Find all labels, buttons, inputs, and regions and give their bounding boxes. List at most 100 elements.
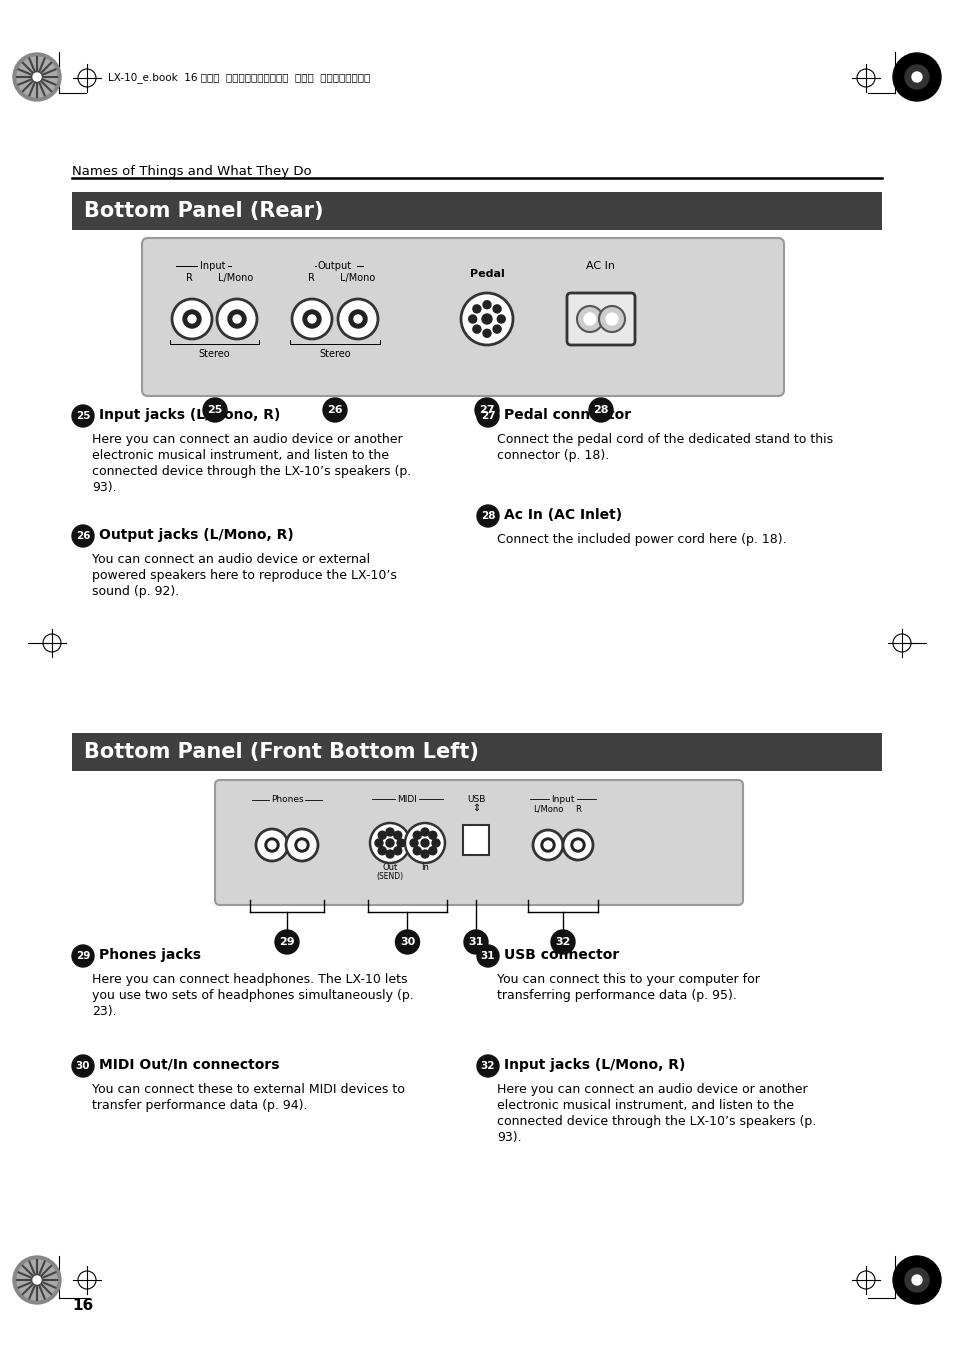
- Text: 27: 27: [478, 405, 495, 415]
- Circle shape: [71, 405, 94, 427]
- Text: Bottom Panel (Rear): Bottom Panel (Rear): [84, 201, 323, 222]
- Text: Stereo: Stereo: [198, 349, 230, 359]
- Text: 28: 28: [480, 511, 495, 521]
- Text: AC In: AC In: [586, 261, 615, 272]
- Circle shape: [420, 850, 429, 858]
- Circle shape: [396, 839, 405, 847]
- FancyBboxPatch shape: [214, 780, 742, 905]
- Text: You can connect this to your computer for: You can connect this to your computer fo…: [497, 973, 760, 986]
- Circle shape: [233, 315, 241, 323]
- Circle shape: [533, 830, 562, 861]
- Circle shape: [203, 399, 227, 422]
- Text: MIDI: MIDI: [397, 794, 417, 804]
- Text: 32: 32: [480, 1061, 495, 1071]
- Text: 25: 25: [207, 405, 222, 415]
- Text: Connect the pedal cord of the dedicated stand to this: Connect the pedal cord of the dedicated …: [497, 434, 832, 446]
- Circle shape: [297, 842, 306, 848]
- Circle shape: [386, 828, 394, 836]
- Text: 25: 25: [75, 411, 91, 422]
- Text: ⇕: ⇕: [472, 802, 479, 813]
- Text: MIDI Out/In connectors: MIDI Out/In connectors: [99, 1058, 279, 1071]
- Circle shape: [571, 838, 584, 852]
- Circle shape: [428, 831, 436, 839]
- Circle shape: [394, 847, 401, 855]
- Circle shape: [598, 305, 624, 332]
- Circle shape: [17, 1260, 57, 1300]
- Circle shape: [463, 929, 488, 954]
- Text: 29: 29: [75, 951, 91, 961]
- Circle shape: [255, 830, 288, 861]
- Text: Stereo: Stereo: [319, 349, 351, 359]
- Circle shape: [370, 823, 410, 863]
- Circle shape: [428, 847, 436, 855]
- Circle shape: [386, 850, 394, 858]
- Text: transfer performance data (p. 94).: transfer performance data (p. 94).: [91, 1098, 307, 1112]
- Text: Output jacks (L/Mono, R): Output jacks (L/Mono, R): [99, 528, 294, 542]
- Text: R: R: [186, 273, 193, 282]
- Circle shape: [473, 305, 480, 313]
- Circle shape: [71, 944, 94, 967]
- Circle shape: [468, 315, 476, 323]
- Circle shape: [493, 305, 500, 313]
- Text: Pedal connector: Pedal connector: [503, 408, 631, 422]
- Text: You can connect an audio device or external: You can connect an audio device or exter…: [91, 553, 370, 566]
- Circle shape: [543, 842, 552, 848]
- Circle shape: [476, 405, 498, 427]
- Circle shape: [583, 313, 596, 326]
- Text: 26: 26: [327, 405, 342, 415]
- Circle shape: [395, 929, 419, 954]
- Text: Input: Input: [551, 794, 574, 804]
- Circle shape: [303, 309, 320, 328]
- Text: L/Mono: L/Mono: [533, 804, 562, 813]
- Text: Names of Things and What They Do: Names of Things and What They Do: [71, 165, 312, 178]
- Text: 31: 31: [468, 938, 483, 947]
- Text: USB: USB: [466, 794, 485, 804]
- Text: 28: 28: [593, 405, 608, 415]
- Circle shape: [308, 315, 315, 323]
- Text: Input: Input: [200, 261, 226, 272]
- Circle shape: [172, 299, 212, 339]
- Text: Input jacks (L/Mono, R): Input jacks (L/Mono, R): [99, 408, 280, 422]
- Text: Phones jacks: Phones jacks: [99, 948, 201, 962]
- Text: 23).: 23).: [91, 1005, 116, 1019]
- Circle shape: [274, 929, 298, 954]
- Text: 27: 27: [480, 411, 495, 422]
- Circle shape: [892, 1256, 940, 1304]
- Circle shape: [892, 53, 940, 101]
- Circle shape: [413, 847, 421, 855]
- Text: L/Mono: L/Mono: [339, 273, 375, 282]
- Circle shape: [71, 526, 94, 547]
- Circle shape: [605, 313, 618, 326]
- Text: 31: 31: [480, 951, 495, 961]
- Circle shape: [475, 399, 498, 422]
- Circle shape: [911, 72, 921, 82]
- Text: 16: 16: [71, 1297, 93, 1313]
- Circle shape: [420, 839, 429, 847]
- Text: Phones: Phones: [271, 796, 303, 804]
- Circle shape: [497, 315, 505, 323]
- Text: (SEND): (SEND): [376, 873, 403, 881]
- Circle shape: [354, 315, 361, 323]
- Circle shape: [476, 1055, 498, 1077]
- FancyBboxPatch shape: [142, 238, 783, 396]
- Text: connector (p. 18).: connector (p. 18).: [497, 449, 609, 462]
- Circle shape: [377, 847, 386, 855]
- FancyBboxPatch shape: [566, 293, 635, 345]
- Circle shape: [482, 301, 491, 308]
- Text: connected device through the LX-10’s speakers (p.: connected device through the LX-10’s spe…: [497, 1115, 816, 1128]
- Text: In: In: [420, 862, 429, 871]
- Text: you use two sets of headphones simultaneously (p.: you use two sets of headphones simultane…: [91, 989, 414, 1002]
- Circle shape: [386, 839, 394, 847]
- Circle shape: [911, 1275, 921, 1285]
- Text: USB connector: USB connector: [503, 948, 618, 962]
- Text: 93).: 93).: [91, 481, 116, 494]
- Text: 29: 29: [279, 938, 294, 947]
- Text: 26: 26: [75, 531, 91, 540]
- Circle shape: [482, 330, 491, 338]
- Circle shape: [420, 828, 429, 836]
- Circle shape: [904, 1269, 928, 1292]
- Circle shape: [183, 309, 201, 328]
- Text: electronic musical instrument, and listen to the: electronic musical instrument, and liste…: [497, 1098, 793, 1112]
- Circle shape: [405, 823, 444, 863]
- Text: L/Mono: L/Mono: [218, 273, 253, 282]
